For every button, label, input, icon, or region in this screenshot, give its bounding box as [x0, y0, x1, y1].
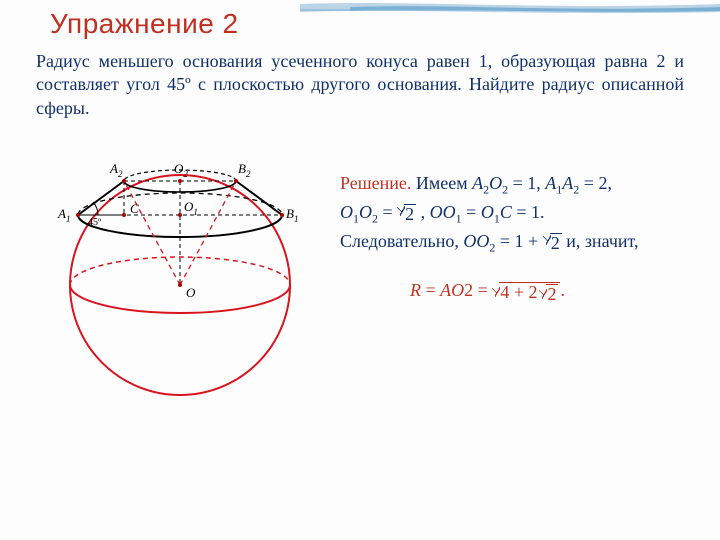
- label-A1: A1: [57, 206, 70, 224]
- label-O1: O1: [184, 199, 198, 217]
- solution-text: Решение. Имеем A2O2 = 1, A1A2 = 2, O1O2 …: [340, 170, 700, 257]
- label-O: O: [186, 285, 196, 300]
- sqrt-icon: 2: [543, 230, 562, 248]
- frustum-sphere-diagram: A1 B1 A2 B2 O2 O1 C O 45º: [40, 145, 320, 405]
- exercise-title: Упражнение 2: [50, 8, 239, 40]
- sqrt-icon: 4 + 22: [492, 282, 560, 300]
- label-B2: B2: [238, 161, 251, 179]
- label-B1: B1: [286, 206, 298, 224]
- problem-text: Радиус меньшего основания усеченного кон…: [36, 50, 684, 120]
- label-A2: A2: [109, 161, 123, 179]
- sqrt-icon: 2: [397, 201, 416, 219]
- label-angle: 45º: [88, 217, 101, 228]
- label-C: C: [130, 201, 139, 216]
- label-O2: O2: [174, 161, 188, 179]
- result-formula: R = AO2 = 4 + 22.: [410, 280, 565, 301]
